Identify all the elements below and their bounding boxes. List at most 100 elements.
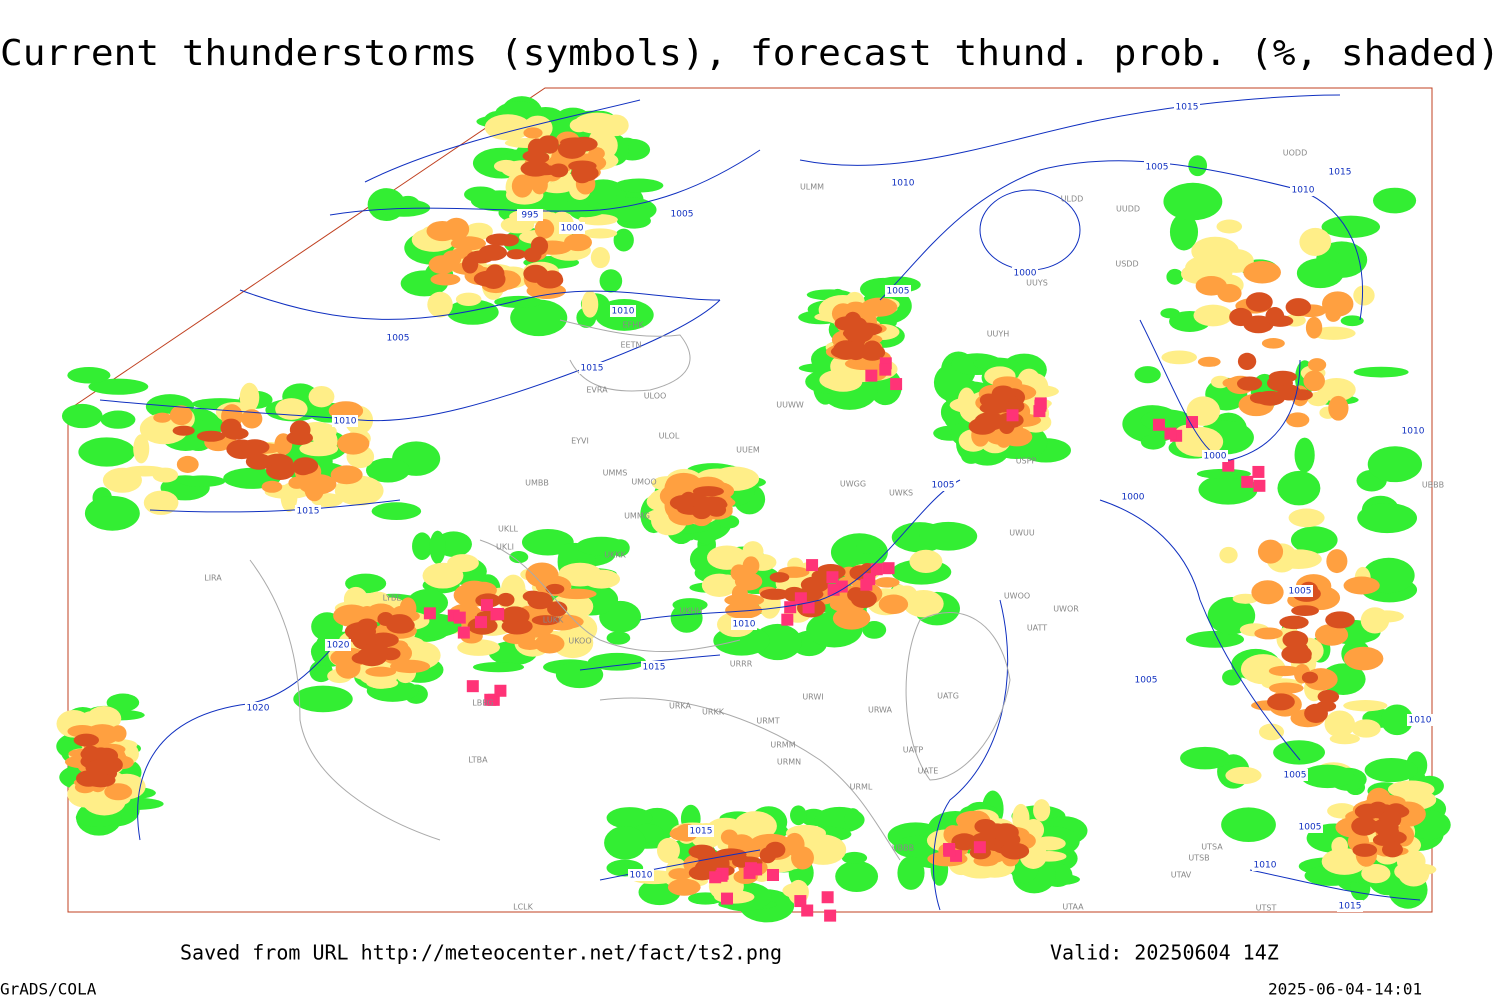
shading-cell xyxy=(152,467,179,483)
isobar-label-box xyxy=(1337,900,1363,912)
isobar-label-box xyxy=(295,505,321,517)
shading-cell xyxy=(457,639,501,656)
shading-cell xyxy=(1160,308,1180,319)
station-label: ULMM xyxy=(800,183,824,192)
station-label: UATP xyxy=(903,746,924,755)
isobar-label-box xyxy=(1174,101,1200,113)
isobar-label-box xyxy=(641,661,667,673)
isobar-label-box xyxy=(1400,425,1426,437)
isobar xyxy=(239,289,721,320)
shading-cell xyxy=(407,589,449,617)
shading-cell xyxy=(534,633,565,654)
station-label: UMMG xyxy=(624,512,650,521)
station-label: UKLI xyxy=(496,543,514,552)
shading-cell xyxy=(497,592,515,607)
isobar-label-box xyxy=(245,702,271,714)
shading-cell xyxy=(153,412,172,423)
station-label: LUKK xyxy=(543,616,564,625)
shading-cell xyxy=(506,249,526,260)
isobar-label-box xyxy=(1252,859,1278,871)
shading-cell xyxy=(1324,710,1356,738)
shading-cell xyxy=(1317,377,1356,402)
station-label: URWI xyxy=(802,693,823,702)
station-label: UTAV xyxy=(1171,871,1192,880)
shading-cell xyxy=(1381,841,1403,858)
isobar-label: 1000 xyxy=(1122,493,1145,503)
shading-cell xyxy=(67,366,111,384)
shading-cell xyxy=(534,219,555,239)
shading-cell xyxy=(504,609,522,623)
station-label: UWGG xyxy=(840,480,866,489)
shading-cell xyxy=(1305,316,1323,339)
shading-cell xyxy=(429,530,446,565)
shading-cell xyxy=(1329,733,1360,745)
shading-cell xyxy=(1331,837,1348,856)
shading-cell xyxy=(847,587,865,603)
shading-cell xyxy=(557,139,587,159)
isobar-label-box xyxy=(1407,714,1433,726)
thunderstorm-symbol xyxy=(1006,409,1019,422)
shading-cell xyxy=(428,255,456,275)
station-label: UUWW xyxy=(776,401,804,410)
shading-cell xyxy=(73,733,99,747)
shading-cell xyxy=(1317,689,1340,704)
shading-cell xyxy=(590,247,610,269)
shading-cell xyxy=(1163,182,1223,221)
shading-cell xyxy=(1161,350,1198,365)
shading-cell xyxy=(447,554,479,573)
shading-cell xyxy=(395,195,421,215)
shading-cell xyxy=(582,228,618,239)
shading-cell xyxy=(85,759,113,776)
shading-cell xyxy=(668,868,692,880)
thunderstorm-symbol xyxy=(801,904,814,917)
shading-cell xyxy=(88,378,149,395)
isobar-label-box xyxy=(1144,161,1170,173)
shading-cell xyxy=(523,247,542,263)
shading-cell xyxy=(1380,704,1414,736)
thunderstorm-symbol xyxy=(721,892,734,905)
isobar-label: 1005 xyxy=(1299,823,1322,833)
shading-cell xyxy=(1290,526,1338,554)
isobar-label: 1010 xyxy=(892,179,915,189)
isobar-label-box xyxy=(559,222,585,234)
shading-cell xyxy=(106,693,140,712)
shading-cell xyxy=(1032,836,1066,851)
isobar-label-box xyxy=(1327,166,1353,178)
shading-cell xyxy=(78,437,135,467)
shading-cell xyxy=(1269,682,1304,694)
thunderstorm-symbol xyxy=(802,601,815,614)
shading-cell xyxy=(308,385,335,408)
shading-cell xyxy=(602,114,629,137)
shading-cell xyxy=(330,465,363,485)
shading-cell xyxy=(1361,863,1391,884)
shading-cell xyxy=(1258,723,1285,741)
shading-cell xyxy=(1288,508,1325,528)
isobar-label-box xyxy=(1012,267,1038,279)
thunderstorm-symbol xyxy=(781,613,794,626)
shading-cell xyxy=(897,856,925,890)
shading-cell xyxy=(606,807,653,829)
isobar-label-box xyxy=(610,305,636,317)
shading-cell xyxy=(1188,155,1208,177)
shading-cell xyxy=(472,661,525,673)
shading-cell xyxy=(1273,740,1325,765)
station-label: UTST xyxy=(1256,904,1277,913)
shading-cell xyxy=(1325,304,1342,322)
shading-cell xyxy=(1257,539,1284,564)
station-label: URML xyxy=(850,783,873,792)
shading-cell xyxy=(730,564,748,582)
shading-cell xyxy=(531,615,560,626)
shading-cell xyxy=(1290,650,1312,664)
thunderstorm-symbol xyxy=(1252,465,1265,478)
shading-cell xyxy=(834,316,859,331)
station-label: UKKK xyxy=(604,551,626,560)
shading-cell xyxy=(547,601,568,617)
shading-cell xyxy=(1140,434,1166,450)
shading-cell xyxy=(1169,213,1199,251)
isobar-label-box xyxy=(1282,769,1308,781)
shading-cell xyxy=(1255,390,1285,406)
shading-cell xyxy=(399,597,417,620)
shading-cell xyxy=(1353,366,1409,378)
thunderstorm-symbol xyxy=(767,868,780,881)
station-label: URKK xyxy=(702,708,725,717)
